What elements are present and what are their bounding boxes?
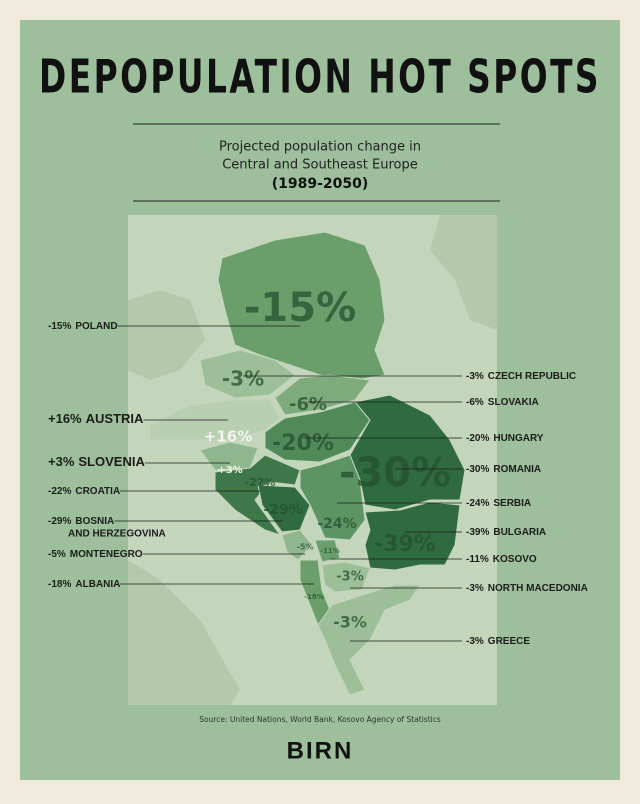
subtitle: Central and Southeast Europe: [222, 158, 418, 173]
callout-label: -24% SERBIA: [466, 498, 531, 509]
callout-label: -3% NORTH MACEDONIA: [466, 583, 588, 594]
callout-label: +3% SLOVENIA: [48, 454, 145, 469]
callout-name: SLOVENIA: [78, 454, 145, 469]
callout-name: POLAND: [75, 321, 117, 332]
map-label: -3%: [333, 613, 367, 632]
callout-name: MONTENEGRO: [70, 549, 143, 560]
callout-change: -29%: [48, 516, 71, 527]
map-label: +3%: [217, 465, 242, 476]
map-label: -18%: [304, 593, 324, 601]
callout-label: -3% GREECE: [466, 636, 530, 647]
callout-name: HUNGARY: [493, 433, 544, 444]
callout-name: SLOVAKIA: [488, 397, 539, 408]
source: Source: United Nations, World Bank, Koso…: [199, 715, 441, 724]
callout-label: -11% KOSOVO: [466, 554, 537, 565]
map-label: -15%: [244, 285, 356, 331]
callout-change: -5%: [48, 549, 66, 560]
country-shape: [299, 454, 366, 541]
callout-name: ALBANIA: [75, 579, 120, 590]
map-label: -5%: [297, 543, 314, 552]
callout-change: -22%: [48, 486, 71, 497]
country-shape: [264, 401, 371, 463]
map-label: -22%: [245, 476, 276, 489]
callout-name: CZECH REPUBLIC: [488, 371, 576, 382]
map-label: -29%: [263, 502, 302, 518]
callout-name: AND HERZEGOVINA: [68, 529, 166, 540]
callout-change: -39%: [466, 527, 489, 538]
title: DEPOPULATION HOT SPOTS: [39, 51, 601, 104]
callout-change: -3%: [466, 583, 484, 594]
callout-change: +3%: [48, 454, 75, 469]
country-shape: [314, 539, 341, 563]
callout-label: -22% CROATIA: [48, 486, 120, 497]
callout-label: -5% MONTENEGRO: [48, 549, 143, 560]
callout-label: +16% AUSTRIA: [48, 411, 144, 426]
callout-name: BOSNIA: [75, 516, 114, 527]
callout-change: -3%: [466, 636, 484, 647]
map-label: -30%: [339, 450, 451, 496]
map-label: -20%: [272, 431, 334, 456]
period: (1989-2050): [272, 176, 369, 192]
country-shape: [274, 374, 371, 416]
callout-name: KOSOVO: [493, 554, 537, 565]
map-label: +16%: [204, 428, 252, 446]
callout-name: SERBIA: [493, 498, 531, 509]
callout-change: -15%: [48, 321, 71, 332]
callout-change: +16%: [48, 411, 82, 426]
callout-change: -24%: [466, 498, 489, 509]
country-shape: [217, 231, 386, 381]
country-shape: [199, 349, 296, 399]
callout-change: -20%: [466, 433, 489, 444]
callout-label: -20% HUNGARY: [466, 433, 544, 444]
map-label: -39%: [374, 532, 436, 557]
map-label: -6%: [289, 394, 327, 415]
callout-change: -11%: [466, 554, 489, 565]
callout-change: -18%: [48, 579, 71, 590]
neighbor-land: [128, 215, 497, 705]
callout-label: -3% CZECH REPUBLIC: [466, 371, 576, 382]
map-label: -11%: [320, 547, 340, 555]
subtitle: Projected population change in: [219, 140, 421, 155]
callout-name: AUSTRIA: [86, 411, 144, 426]
callout-change: -6%: [466, 397, 484, 408]
callout-label: -6% SLOVAKIA: [466, 397, 539, 408]
callout-name: CROATIA: [75, 486, 120, 497]
callout-change: -30%: [466, 464, 489, 475]
country-shape: [281, 529, 313, 561]
callout-label: -15% POLAND: [48, 321, 118, 332]
callout-label: -30% ROMANIA: [466, 464, 541, 475]
callout-name: BULGARIA: [493, 527, 546, 538]
callout-label: -18% ALBANIA: [48, 579, 120, 590]
country-shape: [317, 584, 421, 696]
map-label: -24%: [317, 516, 356, 532]
callout-name: NORTH MACEDONIA: [488, 583, 588, 594]
callout-label: -29% BOSNIA: [48, 516, 114, 527]
callout-name: ROMANIA: [493, 464, 541, 475]
callout-name: GREECE: [488, 636, 531, 647]
country-shape: [321, 561, 371, 593]
logo: BIRN: [287, 737, 354, 764]
callout-label: -39% BULGARIA: [466, 527, 546, 538]
map-label: -3%: [222, 367, 264, 391]
map-label: -3%: [336, 570, 363, 585]
callout-change: -3%: [466, 371, 484, 382]
